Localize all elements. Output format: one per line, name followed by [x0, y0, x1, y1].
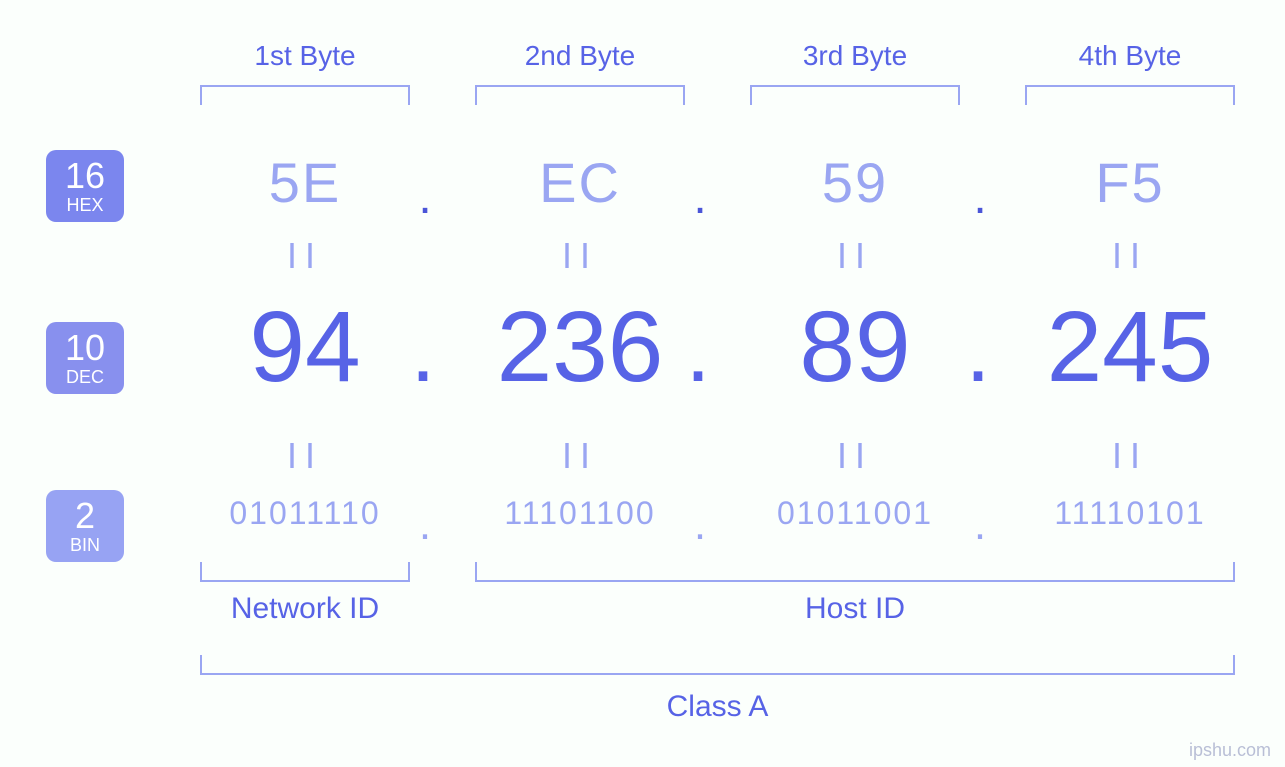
dot-bin-1: . — [405, 500, 445, 550]
top-bracket-2 — [475, 85, 685, 105]
badge-hex-sub: HEX — [46, 196, 124, 214]
dec-byte-3: 89 — [725, 290, 985, 405]
byte-header-3: 3rd Byte — [750, 40, 960, 72]
dec-byte-4: 245 — [1000, 290, 1260, 405]
equals-1-1: II — [200, 235, 410, 277]
hex-byte-1: 5E — [200, 150, 410, 215]
badge-hex-num: 16 — [46, 158, 124, 194]
dot-bin-3: . — [960, 500, 1000, 550]
label-class: Class A — [200, 690, 1235, 724]
top-bracket-3 — [750, 85, 960, 105]
dec-byte-1: 94 — [175, 290, 435, 405]
bin-byte-1: 01011110 — [165, 495, 445, 532]
badge-bin-sub: BIN — [46, 536, 124, 554]
hex-byte-4: F5 — [1025, 150, 1235, 215]
equals-2-2: II — [475, 435, 685, 477]
equals-2-1: II — [200, 435, 410, 477]
top-bracket-4 — [1025, 85, 1235, 105]
hex-byte-3: 59 — [750, 150, 960, 215]
bin-byte-3: 01011001 — [715, 495, 995, 532]
dot-bin-2: . — [680, 500, 720, 550]
watermark: ipshu.com — [1189, 740, 1271, 761]
label-host-id: Host ID — [475, 592, 1235, 626]
dot-hex-2: . — [680, 170, 720, 225]
dot-hex-3: . — [960, 170, 1000, 225]
badge-bin-num: 2 — [46, 498, 124, 534]
bin-byte-2: 11101100 — [440, 495, 720, 532]
bracket-host-id — [475, 562, 1235, 582]
badge-dec-sub: DEC — [46, 368, 124, 386]
equals-1-4: II — [1025, 235, 1235, 277]
equals-1-2: II — [475, 235, 685, 277]
equals-1-3: II — [750, 235, 960, 277]
byte-header-4: 4th Byte — [1025, 40, 1235, 72]
dot-dec-3: . — [958, 300, 998, 403]
equals-2-3: II — [750, 435, 960, 477]
badge-dec-num: 10 — [46, 330, 124, 366]
dot-dec-2: . — [678, 300, 718, 403]
equals-2-4: II — [1025, 435, 1235, 477]
badge-dec: 10 DEC — [46, 322, 124, 394]
dot-dec-1: . — [403, 300, 443, 403]
hex-byte-2: EC — [475, 150, 685, 215]
dec-byte-2: 236 — [450, 290, 710, 405]
badge-hex: 16 HEX — [46, 150, 124, 222]
byte-header-2: 2nd Byte — [475, 40, 685, 72]
top-bracket-1 — [200, 85, 410, 105]
bin-byte-4: 11110101 — [990, 495, 1270, 532]
label-network-id: Network ID — [200, 592, 410, 626]
bracket-class — [200, 655, 1235, 675]
dot-hex-1: . — [405, 170, 445, 225]
byte-header-1: 1st Byte — [200, 40, 410, 72]
bracket-network-id — [200, 562, 410, 582]
badge-bin: 2 BIN — [46, 490, 124, 562]
